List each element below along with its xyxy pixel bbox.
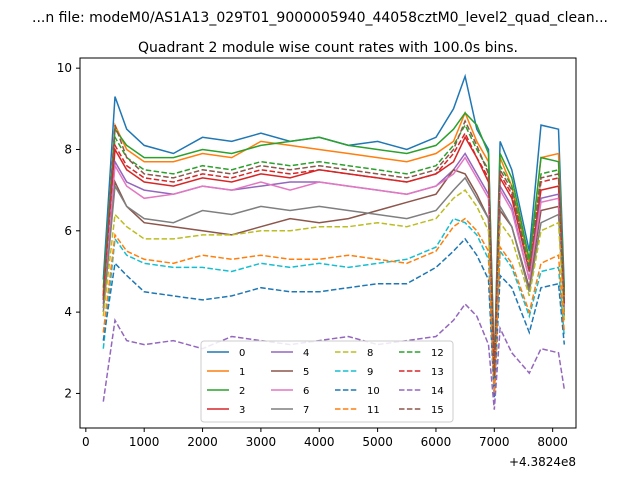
series-line-8 [102,189,566,390]
y-tick-label: 10 [57,61,72,75]
x-tick-label: 5000 [362,435,393,449]
x-axis-offset-label: +4.3824e8 [509,455,576,469]
legend-label-8: 8 [367,348,373,359]
x-tick-label: 7000 [479,435,510,449]
legend-label-14: 14 [431,386,444,397]
y-tick-label: 8 [64,142,72,156]
y-tick-label: 4 [64,305,72,319]
plot-frame [79,57,577,429]
series-line-12 [102,123,566,374]
y-tick-label: 6 [64,224,72,238]
legend-label-1: 1 [239,367,245,378]
x-tick-label: 1000 [129,435,160,449]
chart-title: Quadrant 2 module wise count rates with … [138,40,518,56]
series-line-2 [102,111,566,370]
series-line-10 [102,237,566,398]
series-line-6 [102,156,566,382]
legend-label-0: 0 [239,348,245,359]
legend-label-11: 11 [367,405,380,416]
series-line-11 [102,217,566,394]
legend-label-3: 3 [239,405,245,416]
legend-label-4: 4 [303,348,309,359]
x-tick-label: 0 [82,435,90,449]
x-tick-label: 4000 [304,435,335,449]
y-tick-label: 2 [64,386,72,400]
legend-label-9: 9 [367,367,373,378]
x-tick-label: 6000 [421,435,452,449]
series-line-9 [102,217,566,394]
legend-label-7: 7 [303,405,309,416]
x-tick-label: 8000 [537,435,568,449]
x-tick-label: 3000 [246,435,277,449]
series-line-15 [102,119,566,378]
legend-box [200,340,454,423]
y-axis: 2 4 6 8 10 [57,61,80,400]
figure-suptitle: ...n file: modeM0/AS1A13_029T01_90000059… [32,10,608,26]
series-line-13 [102,131,566,378]
legend-label-13: 13 [431,367,444,378]
series-line-7 [102,176,566,390]
x-axis: 0 1000 2000 3000 4000 5000 6000 7000 8000 [82,428,568,449]
legend-label-10: 10 [367,386,380,397]
legend-label-5: 5 [303,367,309,378]
series-line-0 [102,73,566,370]
legend-label-2: 2 [239,386,245,397]
legend-label-12: 12 [431,348,444,359]
legend-label-6: 6 [303,386,309,397]
x-tick-label: 2000 [187,435,218,449]
legend-label-15: 15 [431,405,444,416]
